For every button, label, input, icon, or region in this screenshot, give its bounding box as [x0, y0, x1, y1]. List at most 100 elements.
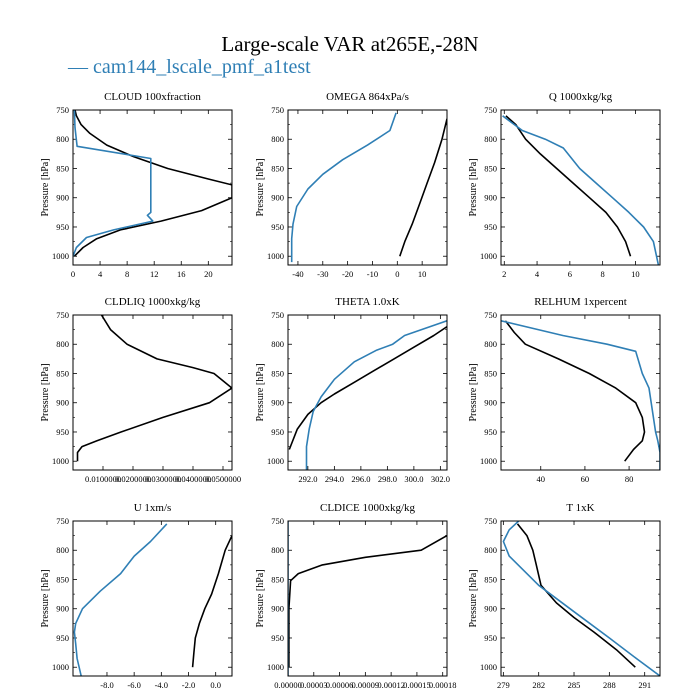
legend-label: cam144_lscale_pmf_a1test — [93, 56, 311, 78]
plot-frame — [287, 520, 448, 677]
x-tick-label: 10 — [418, 269, 427, 279]
panel-title: T 1xK — [566, 502, 594, 514]
x-tick-label: -8.0 — [100, 680, 113, 690]
x-tick-label: 279 — [497, 680, 510, 690]
panel-title: RELHUM 1xpercent — [534, 296, 627, 308]
y-tick-label: 1000 — [52, 456, 69, 466]
y-tick-label: 950 — [484, 633, 497, 643]
y-axis-label: Pressure [hPa] — [468, 158, 479, 216]
x-tick-label: 0.00006 — [326, 680, 354, 690]
y-axis-label: Pressure [hPa] — [40, 569, 51, 627]
x-tick-label: 291 — [638, 680, 651, 690]
x-tick-label: 60 — [581, 474, 590, 484]
x-tick-label: 0.00003 — [300, 680, 328, 690]
panel-title: CLDLIQ 1000xkg/kg — [105, 296, 201, 308]
y-tick-label: 1000 — [52, 251, 69, 261]
series-line-black — [516, 523, 636, 668]
y-axis-label: Pressure [hPa] — [255, 363, 266, 421]
y-tick-label: 850 — [271, 163, 284, 173]
y-tick-label: 900 — [56, 604, 69, 614]
y-tick-label: 850 — [56, 574, 69, 584]
chart-panel: CLOUD 100xfraction Pressure [hPa] 750 800 85… — [40, 91, 233, 279]
x-tick-label: 8 — [125, 269, 129, 279]
x-tick-label: 0.00018 — [429, 680, 457, 690]
y-tick-label: 800 — [484, 545, 497, 555]
chart-panel: T 1xK Pressure [hPa] 750 800 850 900 950 100027… — [468, 502, 661, 690]
y-tick-label: 900 — [484, 398, 497, 408]
chart-panel: U 1xm/s Pressure [hPa] 750 800 850 900 950 1000… — [40, 502, 233, 690]
y-tick-label: 750 — [484, 516, 497, 526]
x-tick-label: 4 — [535, 269, 540, 279]
y-tick-label: 900 — [484, 193, 497, 203]
series-line-black — [76, 315, 232, 462]
x-tick-label: 282 — [532, 680, 545, 690]
panel-title: CLDICE 1000xkg/kg — [320, 502, 416, 514]
x-tick-label: -6.0 — [127, 680, 140, 690]
series-line-black — [191, 535, 232, 668]
plot-frame — [72, 109, 233, 266]
y-tick-label: 850 — [56, 368, 69, 378]
x-tick-label: -10 — [367, 269, 378, 279]
x-tick-label: -30 — [317, 269, 328, 279]
y-tick-label: 950 — [271, 222, 284, 232]
y-axis-label: Pressure [hPa] — [40, 363, 51, 421]
y-tick-label: 750 — [56, 516, 69, 526]
series-line-blue — [502, 521, 660, 676]
y-tick-label: 750 — [56, 310, 69, 320]
y-tick-label: 1000 — [52, 662, 69, 672]
y-tick-label: 850 — [271, 368, 284, 378]
legend: — cam144_lscale_pmf_a1test — [68, 56, 311, 79]
figure-title: Large-scale VAR at265E,-28N — [221, 32, 479, 56]
x-tick-label: 0.0500000 — [205, 474, 241, 484]
chart-panel: OMEGA 864xPa/s Pressure [hPa] 750 800 850 900… — [255, 91, 448, 279]
panel-title: U 1xm/s — [134, 502, 172, 514]
y-tick-label: 950 — [56, 427, 69, 437]
y-tick-label: 900 — [484, 604, 497, 614]
series-line-black — [399, 118, 447, 257]
y-tick-label: 800 — [484, 134, 497, 144]
y-tick-label: 900 — [271, 193, 284, 203]
x-tick-label: 10 — [631, 269, 640, 279]
plot-frame — [287, 109, 448, 266]
chart-panel: THETA 1.0xK Pressure [hPa] 750 800 850 900 950… — [255, 296, 450, 484]
y-tick-label: 750 — [484, 310, 497, 320]
chart-panel: CLDLIQ 1000xkg/kg Pressure [hPa] 750 800 850… — [40, 296, 241, 484]
x-tick-label: 80 — [625, 474, 634, 484]
y-axis-label: Pressure [hPa] — [255, 158, 266, 216]
y-tick-label: 750 — [56, 105, 69, 115]
x-tick-label: -40 — [292, 269, 303, 279]
series-line-blue — [305, 320, 447, 470]
plot-frame — [287, 314, 448, 471]
y-tick-label: 800 — [271, 339, 284, 349]
series-line-blue — [501, 320, 660, 470]
x-tick-label: 302.0 — [431, 474, 450, 484]
plot-frame — [500, 314, 661, 471]
y-tick-label: 800 — [56, 545, 69, 555]
x-tick-label: 6 — [568, 269, 572, 279]
x-tick-label: 298.0 — [378, 474, 397, 484]
y-tick-label: 950 — [484, 222, 497, 232]
y-tick-label: 850 — [56, 163, 69, 173]
legend-dash: — — [68, 56, 88, 78]
x-tick-label: 0 — [395, 269, 399, 279]
x-tick-label: 0.0 — [210, 680, 221, 690]
y-tick-label: 850 — [484, 368, 497, 378]
y-tick-label: 950 — [484, 427, 497, 437]
panel-title: CLOUD 100xfraction — [104, 91, 201, 103]
series-line-blue — [290, 112, 397, 263]
x-tick-label: 12 — [150, 269, 159, 279]
series-line-black — [505, 115, 632, 257]
x-tick-label: 0.0400000 — [175, 474, 211, 484]
x-tick-label: 0.00015 — [403, 680, 431, 690]
y-tick-label: 950 — [56, 222, 69, 232]
y-tick-label: 800 — [484, 339, 497, 349]
x-tick-label: 285 — [568, 680, 581, 690]
series-line-blue — [502, 115, 660, 265]
y-tick-label: 1000 — [267, 456, 284, 466]
y-axis-label: Pressure [hPa] — [468, 363, 479, 421]
y-tick-label: 800 — [271, 545, 284, 555]
series-line-black — [288, 534, 447, 668]
y-tick-label: 850 — [484, 163, 497, 173]
series-line-black — [73, 110, 232, 257]
